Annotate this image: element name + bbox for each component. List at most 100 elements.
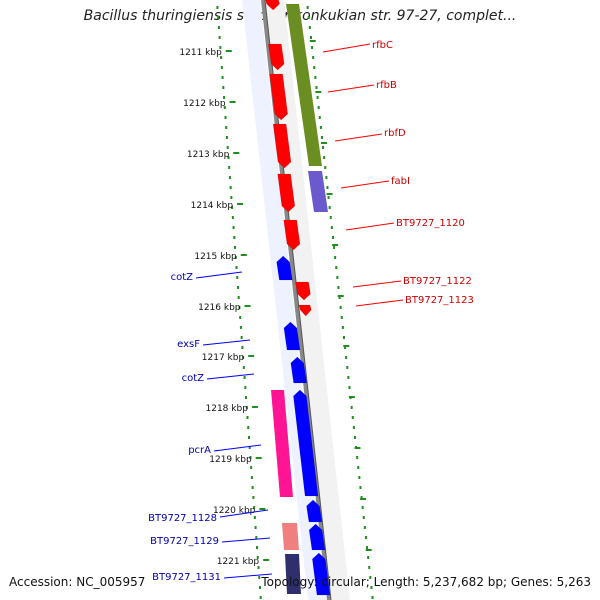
minor-tick xyxy=(319,126,322,129)
minor-tick xyxy=(226,146,229,149)
genome-summary-text: Topology: circular; Length: 5,237,682 bp… xyxy=(261,575,591,589)
gene-label-reverse[interactable]: BT9727_1128 xyxy=(148,513,217,524)
minor-tick xyxy=(239,316,242,319)
gene-label-reverse[interactable]: BT9727_1129 xyxy=(150,536,219,547)
gene-label-forward[interactable]: rbfD xyxy=(384,128,406,139)
gene-forward[interactable] xyxy=(295,281,311,301)
gene-block-pink[interactable] xyxy=(271,390,293,497)
minor-tick xyxy=(306,6,309,9)
gene-forward[interactable] xyxy=(283,219,301,251)
minor-tick xyxy=(364,536,367,539)
minor-tick xyxy=(345,356,348,359)
label-leader-forward xyxy=(334,133,383,142)
minor-tick xyxy=(347,376,350,379)
gene-reverse[interactable] xyxy=(308,523,326,551)
minor-tick xyxy=(360,496,363,499)
gene-label-forward[interactable]: fabI xyxy=(391,176,410,187)
minor-tick xyxy=(253,506,256,509)
minor-tick xyxy=(338,296,341,299)
minor-tick xyxy=(335,266,338,269)
major-tick xyxy=(320,142,327,144)
gene-label-forward[interactable]: rfbC xyxy=(372,40,393,51)
gene-label-reverse[interactable]: cotZ xyxy=(182,373,205,384)
kbp-label: 1214 kbp xyxy=(191,201,234,211)
minor-tick xyxy=(231,206,234,209)
major-tick xyxy=(237,203,244,205)
minor-tick xyxy=(216,6,219,9)
gene-reverse[interactable] xyxy=(312,552,331,596)
gene-label-forward[interactable]: BT9727_1122 xyxy=(403,276,472,287)
gene-label-reverse[interactable]: exsF xyxy=(177,339,200,350)
minor-tick xyxy=(311,46,314,49)
gene-reverse[interactable] xyxy=(306,499,323,523)
minor-tick xyxy=(313,66,316,69)
minor-tick xyxy=(258,576,261,579)
minor-tick xyxy=(223,96,226,99)
gene-forward[interactable] xyxy=(268,43,285,71)
minor-tick xyxy=(217,16,220,19)
gene-block-purple[interactable] xyxy=(308,171,328,212)
minor-tick xyxy=(328,206,331,209)
minor-tick xyxy=(231,216,234,219)
major-tick xyxy=(229,101,236,103)
gene-forward[interactable] xyxy=(272,123,292,169)
label-leader-forward xyxy=(327,84,375,93)
gene-block-salmon[interactable] xyxy=(282,523,299,550)
label-leader-forward xyxy=(352,280,402,288)
major-tick xyxy=(225,50,232,52)
gene-reverse[interactable] xyxy=(283,321,301,351)
gene-forward[interactable] xyxy=(277,173,296,213)
label-leader-reverse xyxy=(202,339,251,346)
minor-tick xyxy=(246,416,249,419)
label-leader-forward xyxy=(322,43,371,53)
minor-tick xyxy=(242,356,245,359)
minor-tick xyxy=(257,566,260,569)
major-tick xyxy=(332,244,339,246)
minor-tick xyxy=(221,76,224,79)
gene-forward[interactable] xyxy=(298,304,312,317)
gene-label-reverse[interactable]: cotZ xyxy=(171,272,194,283)
minor-tick xyxy=(361,506,364,509)
kbp-label: 1220 kbp xyxy=(213,506,256,516)
minor-tick xyxy=(358,476,361,479)
minor-tick xyxy=(234,246,237,249)
minor-tick xyxy=(242,366,245,369)
kbp-label: 1213 kbp xyxy=(187,150,230,160)
gene-label-forward[interactable]: rfbB xyxy=(376,80,397,91)
gene-label-forward[interactable]: BT9727_1123 xyxy=(405,295,474,306)
minor-tick xyxy=(256,556,259,559)
minor-tick xyxy=(224,116,227,119)
minor-tick xyxy=(244,386,247,389)
minor-tick xyxy=(368,566,371,569)
gene-reverse[interactable] xyxy=(276,255,293,281)
gene-reverse[interactable] xyxy=(290,356,307,384)
gene-reverse[interactable] xyxy=(293,389,319,497)
minor-tick xyxy=(367,556,370,559)
minor-tick xyxy=(359,486,362,489)
gene-block-navy[interactable] xyxy=(285,554,301,594)
minor-tick xyxy=(228,166,231,169)
minor-tick xyxy=(312,56,315,59)
minor-tick xyxy=(330,226,333,229)
minor-tick xyxy=(325,176,328,179)
gene-label-reverse[interactable]: pcrA xyxy=(188,445,211,456)
label-leader-reverse xyxy=(213,444,262,452)
minor-tick xyxy=(357,466,360,469)
minor-tick xyxy=(245,396,248,399)
gene-forward[interactable] xyxy=(265,0,280,11)
gene-block-green[interactable] xyxy=(286,4,322,166)
gene-label-reverse[interactable]: BT9727_1131 xyxy=(152,572,221,583)
minor-tick xyxy=(340,316,343,319)
minor-tick xyxy=(339,306,342,309)
gene-label-forward[interactable]: BT9727_1120 xyxy=(396,218,465,229)
accession-text: Accession: NC_005957 xyxy=(9,575,146,589)
label-leader-forward xyxy=(345,222,395,231)
major-tick xyxy=(354,447,361,449)
major-tick xyxy=(259,508,266,510)
minor-tick xyxy=(227,156,230,159)
kbp-label: 1217 kbp xyxy=(202,353,245,363)
minor-tick xyxy=(370,586,373,589)
gene-forward[interactable] xyxy=(269,73,288,121)
minor-tick xyxy=(230,196,233,199)
